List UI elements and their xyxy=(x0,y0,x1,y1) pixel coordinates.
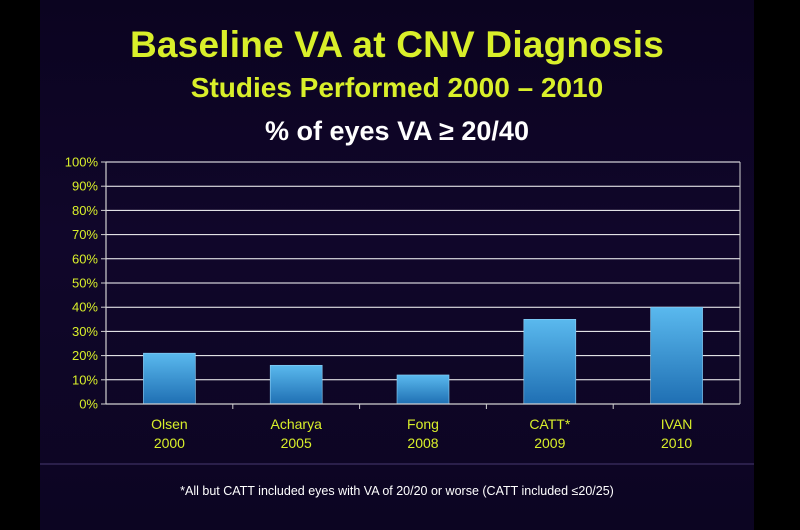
bar-catt xyxy=(523,318,577,405)
bar-chart: 0% 10% 20% 30% 40% 50% 60% 70% 80% 90% 100% Olsen 20… xyxy=(65,155,741,451)
x-category-year: 2000 xyxy=(154,435,185,451)
y-tick-label: 30% xyxy=(72,324,98,339)
y-tick-label: 20% xyxy=(72,348,98,363)
bar-olsen xyxy=(143,352,196,405)
x-category-label: Olsen xyxy=(151,416,188,432)
x-category-label: IVAN xyxy=(661,416,693,432)
bar-ivan xyxy=(650,306,703,405)
y-tick-label: 70% xyxy=(72,227,98,242)
y-tick-label: 60% xyxy=(72,251,98,266)
x-category-year: 2009 xyxy=(534,435,565,451)
x-category-label: CATT* xyxy=(529,416,571,432)
footnote-divider xyxy=(40,463,754,465)
x-category-year: 2008 xyxy=(407,435,438,451)
chart-ylabel: % of eyes VA ≥ 20/40 xyxy=(265,116,529,146)
bar-fong xyxy=(396,374,450,405)
y-tick-label: 80% xyxy=(72,203,98,218)
y-tick-label: 40% xyxy=(72,300,98,315)
chart-subtitle: Studies Performed 2000 – 2010 xyxy=(190,72,604,103)
footnote: *All but CATT included eyes with VA of 2… xyxy=(180,484,614,498)
y-tick-label: 50% xyxy=(72,276,98,291)
slide: Baseline VA at CNV Diagnosis Studies Per… xyxy=(40,0,754,530)
chart-title: Baseline VA at CNV Diagnosis xyxy=(129,24,665,65)
x-category-year: 2010 xyxy=(661,435,692,451)
x-category-label: Acharya xyxy=(271,416,323,432)
y-tick-label: 10% xyxy=(72,372,98,387)
x-category-label: Fong xyxy=(407,416,439,432)
x-category-year: 2005 xyxy=(281,435,312,451)
y-tick-label: 0% xyxy=(79,397,98,412)
bar-acharya xyxy=(269,364,323,405)
y-tick-label: 100% xyxy=(65,155,99,170)
y-tick-label: 90% xyxy=(72,179,98,194)
